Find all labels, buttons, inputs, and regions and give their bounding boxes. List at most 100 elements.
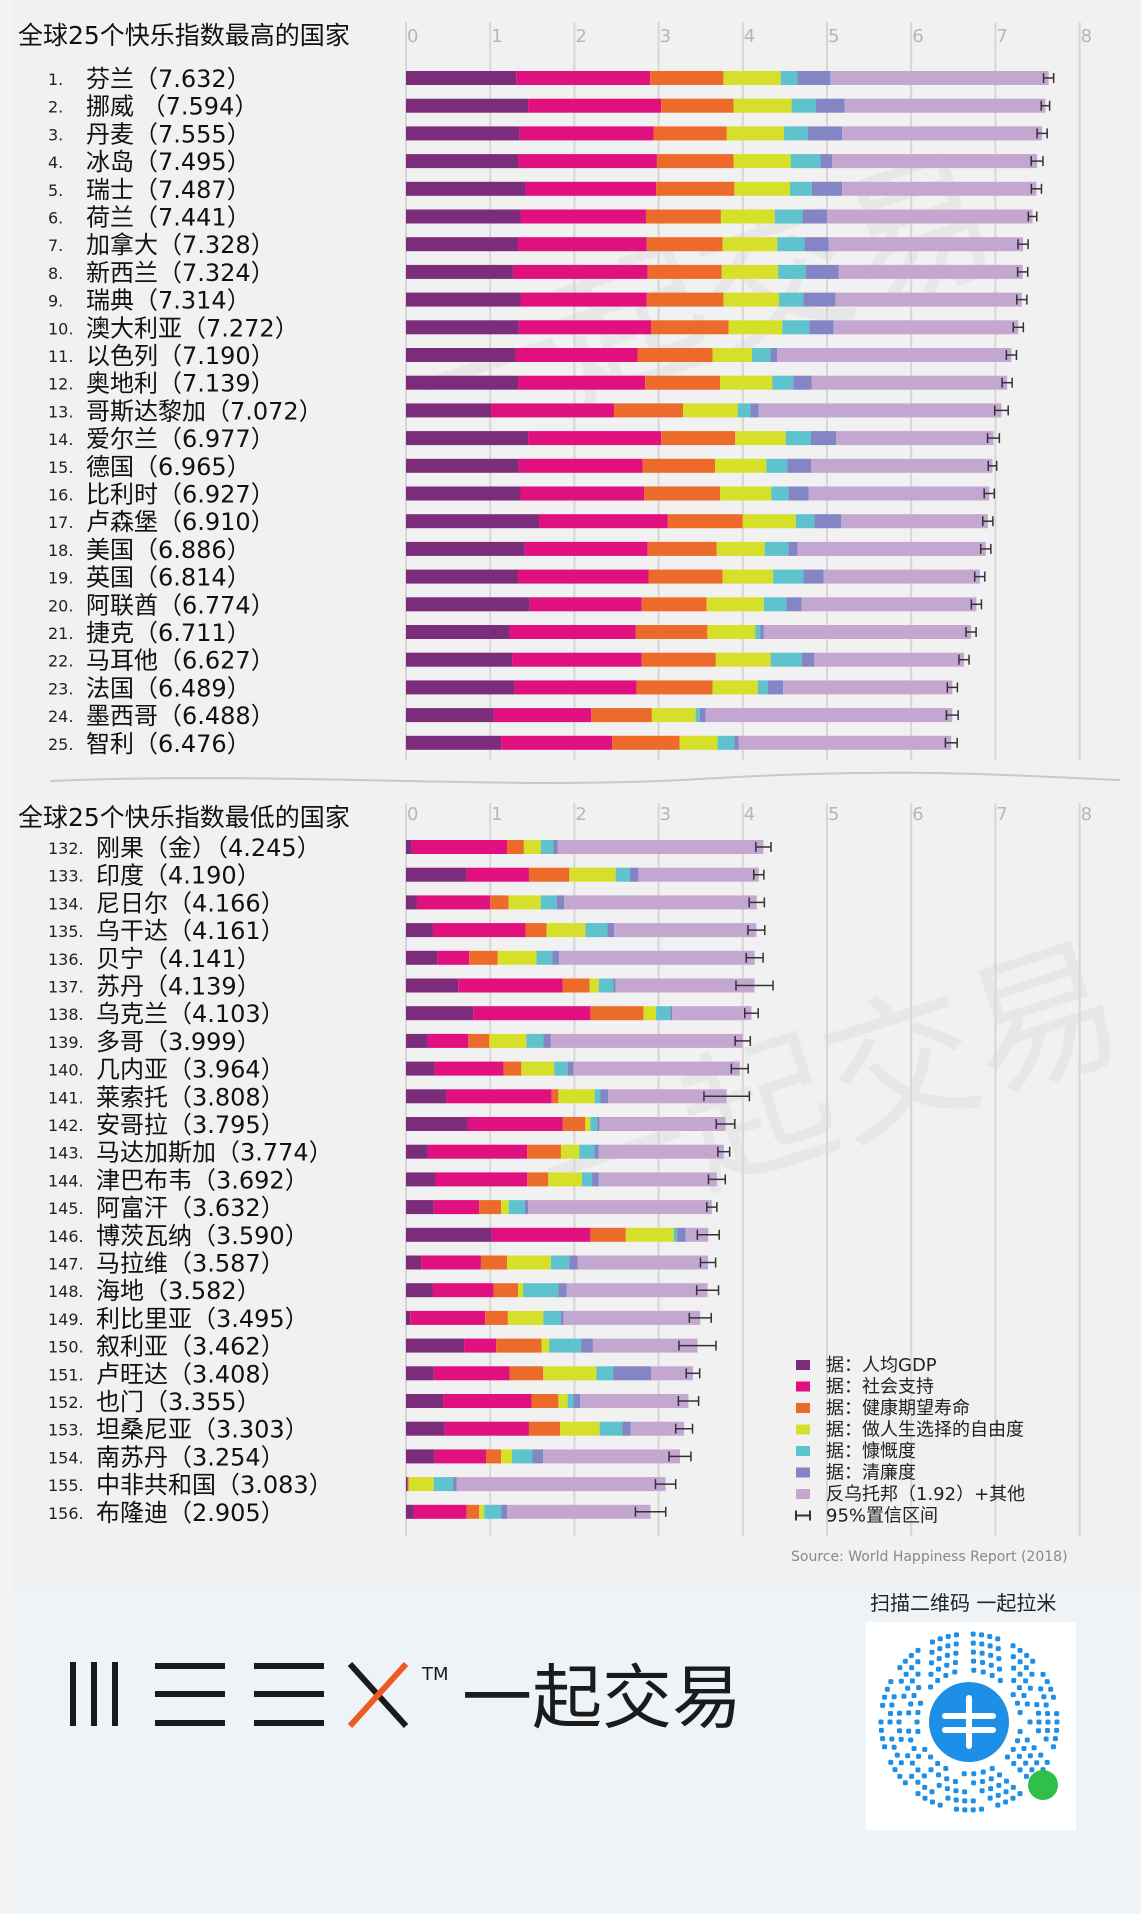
rank-label: 138. (48, 1005, 84, 1024)
qr-code[interactable] (866, 1622, 1076, 1830)
rank-label: 4. (48, 153, 63, 172)
qr-dot (884, 1686, 890, 1692)
bar-segment-corruption (592, 1172, 599, 1187)
qr-center-mark (942, 1695, 996, 1749)
legend-label: 反乌托邦（1.92）+其他 (826, 1484, 1025, 1505)
bar-segment-freedom (546, 923, 586, 938)
bar-segment-social (432, 1283, 494, 1298)
bar-segment-social (493, 708, 592, 723)
qr-dot (988, 1786, 994, 1792)
bar-segment-health (647, 541, 717, 556)
bar-segment-dystopia (651, 1366, 693, 1381)
bar-segment-dystopia (827, 209, 1033, 224)
bar-segment-health (528, 867, 570, 882)
bar-segment-corruption (811, 181, 843, 196)
bar-segment-corruption (573, 1394, 581, 1408)
x-tick-label: 4 (744, 26, 755, 47)
bar-segment-gdp (406, 1477, 408, 1492)
country-label: 捷克（6.711） (86, 619, 251, 647)
bar-segment-corruption (814, 514, 842, 529)
bar-segment-health (591, 708, 652, 723)
rank-label: 145. (48, 1199, 84, 1218)
table-row: 133. 印度（4.190） (48, 862, 765, 890)
bar-segment-health (635, 625, 708, 639)
qr-dot (1011, 1665, 1017, 1671)
rank-label: 22. (48, 652, 73, 671)
qr-dot (997, 1678, 1003, 1684)
qr-dot (1054, 1711, 1060, 1717)
country-label: 奥地利（7.139） (86, 370, 275, 398)
bar-segment-freedom (507, 1310, 544, 1325)
bar-segment-freedom (715, 458, 767, 473)
table-row: 146. 博茨瓦纳（3.590） (48, 1222, 720, 1250)
bar-segment-social (509, 625, 636, 639)
qr-dot (943, 1672, 949, 1678)
qr-dot (1034, 1702, 1040, 1708)
country-label: 几内亚（3.964） (96, 1056, 285, 1084)
bar-segment-health (661, 98, 734, 113)
qr-dot (936, 1666, 941, 1672)
qr-dot (908, 1737, 914, 1743)
qr-dot (1017, 1671, 1023, 1677)
qr-dot (891, 1744, 897, 1750)
bar-segment-freedom (408, 1477, 434, 1492)
bar-segment-freedom (501, 1200, 509, 1215)
bar-segment-health (656, 154, 734, 169)
bar-segment-gdp (406, 71, 517, 85)
bar-segment-freedom (734, 181, 790, 196)
qr-dot (979, 1650, 985, 1656)
country-label: 智利（6.476） (86, 730, 251, 758)
bar-segment-freedom (497, 950, 537, 965)
bar-segment-health (551, 1089, 559, 1104)
x-tick-label: 7 (996, 26, 1007, 47)
bar-segment-generosity (550, 1255, 570, 1270)
bar-segment-corruption (600, 1089, 609, 1104)
bar-segment-gdp (406, 895, 417, 910)
bar-segment-generosity (772, 375, 794, 390)
bar-segment-social (444, 1421, 529, 1436)
rank-label: 154. (48, 1448, 84, 1467)
table-row: 156. 布隆迪（2.905） (48, 1499, 667, 1527)
qr-dot (880, 1702, 886, 1708)
legend-label: 据：人均GDP (826, 1355, 937, 1376)
bar-segment-dystopia (550, 1033, 743, 1048)
bar-segment-generosity (777, 237, 805, 252)
qr-dot (1034, 1760, 1040, 1766)
qr-dot (878, 1719, 884, 1725)
bar-segment-dystopia (598, 1144, 724, 1159)
bar-segment-social (413, 1504, 467, 1519)
bar-segment-freedom (489, 1033, 527, 1048)
bar-segment-corruption (543, 1033, 551, 1048)
bar-segment-freedom (479, 1504, 485, 1519)
bar-segment-generosity (540, 895, 557, 910)
bar-segment-dystopia (841, 514, 988, 529)
bar-segment-generosity (778, 264, 806, 279)
qr-dot (944, 1662, 950, 1668)
country-label: 马拉维（3.587） (96, 1250, 285, 1278)
qr-dot (1017, 1709, 1023, 1715)
x-tick-label: 6 (912, 804, 923, 825)
country-label: 英国（6.814） (86, 564, 251, 592)
country-label: 中非共和国（3.083） (96, 1471, 333, 1499)
bar-segment-corruption (816, 98, 845, 113)
bar-segment-social (433, 1200, 480, 1215)
rank-label: 3. (48, 125, 63, 144)
qr-dot (979, 1641, 985, 1647)
qr-dot (1017, 1729, 1023, 1735)
bar-segment-social (427, 1033, 469, 1048)
bar-segment-generosity (673, 1227, 678, 1242)
qr-dot (952, 1669, 958, 1675)
bar-segment-corruption (581, 1338, 593, 1353)
qr-dot (882, 1744, 888, 1750)
bar-segment-freedom (541, 1338, 550, 1353)
qr-dot (908, 1652, 914, 1658)
rank-label: 9. (48, 292, 63, 311)
legend-label: 据：清廉度 (826, 1463, 916, 1484)
country-label: 墨西哥（6.488） (86, 702, 275, 730)
country-label: 坦桑尼亚（3.303） (96, 1416, 309, 1444)
bar-segment-generosity (540, 840, 554, 854)
bar-segment-gdp (406, 569, 518, 584)
bar-segment-health (637, 348, 713, 362)
x-tick-label: 2 (575, 804, 586, 825)
bar-segment-gdp (406, 98, 529, 113)
